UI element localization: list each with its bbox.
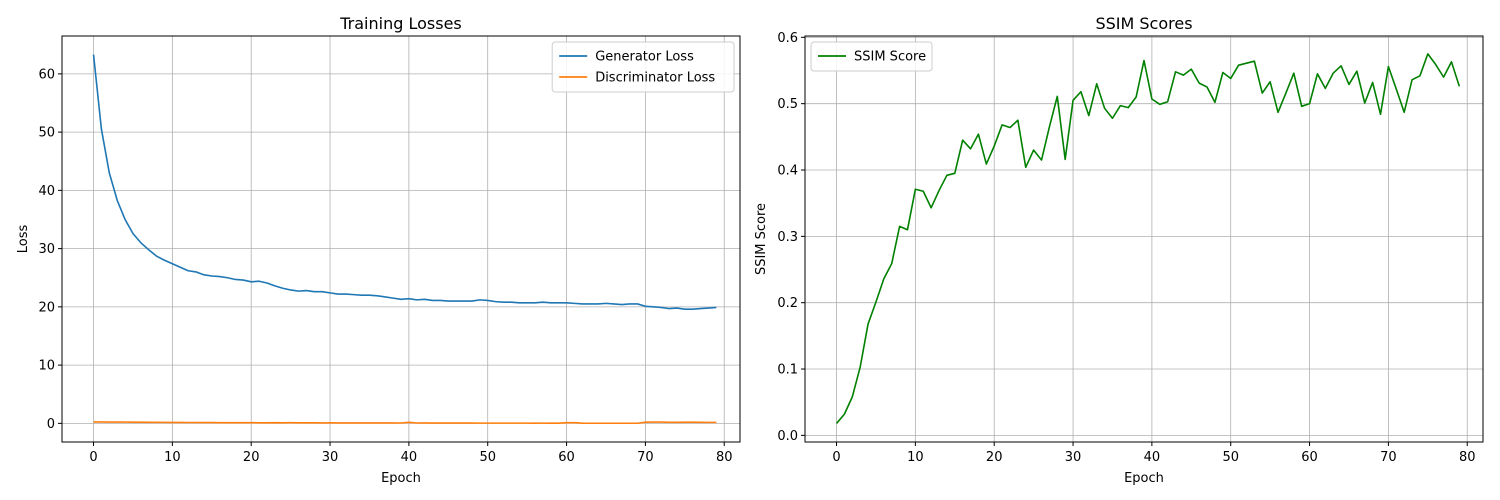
y-tick-label: 50 [38, 126, 55, 141]
x-tick-label: 40 [401, 450, 418, 465]
legend: SSIM Score [810, 41, 933, 72]
y-tick-label: 0.0 [777, 429, 798, 444]
y-tick-label: 0.6 [777, 31, 798, 46]
series-line [835, 53, 1461, 424]
y-tick-label: 0.5 [777, 97, 798, 112]
loss-chart: Training Losses Epoch Loss 0 10 20 30 40 50 60… [16, 14, 741, 486]
y-tick-label: 20 [38, 300, 55, 315]
y-tick-label: 40 [38, 184, 55, 199]
y-tick-label: 60 [38, 67, 55, 82]
legend-label: Discriminator Loss [595, 71, 715, 86]
plot-frame [61, 35, 741, 443]
legend: Generator Loss Discriminator Loss [551, 41, 735, 93]
x-tick-label: 0 [89, 450, 97, 465]
legend-label: SSIM Score [854, 50, 926, 65]
ssim-chart: SSIM Scores Epoch SSIM Score 0 10 20 30 40 50… [754, 14, 1484, 486]
chart-title: SSIM Scores [1095, 14, 1192, 33]
plot-frame [804, 35, 1484, 443]
legend-label: Generator Loss [595, 50, 694, 65]
y-axis-label: SSIM Score [754, 203, 769, 275]
series-line [92, 54, 717, 310]
x-tick-label: 30 [322, 450, 339, 465]
x-tick-label: 50 [1222, 450, 1239, 465]
y-tick-label: 0.3 [777, 230, 798, 245]
x-tick-label: 80 [716, 450, 733, 465]
x-tick-label: 80 [1459, 450, 1476, 465]
x-tick-label: 60 [1301, 450, 1318, 465]
x-tick-label: 10 [164, 450, 181, 465]
x-tick-label: 10 [907, 450, 924, 465]
x-tick-label: 60 [558, 450, 575, 465]
legend-box [551, 41, 735, 93]
y-tick-label: 0.1 [777, 363, 798, 378]
x-axis-label: Epoch [1124, 471, 1164, 486]
y-tick-label: 30 [38, 242, 55, 257]
x-tick-label: 20 [986, 450, 1003, 465]
x-tick-label: 70 [1380, 450, 1397, 465]
x-tick-label: 70 [637, 450, 654, 465]
y-tick-label: 0.2 [777, 296, 798, 311]
y-tick-label: 0.4 [777, 164, 798, 179]
grid [62, 36, 740, 442]
y-axis-label: Loss [16, 225, 31, 254]
x-tick-label: 50 [479, 450, 496, 465]
x-tick-label: 40 [1144, 450, 1161, 465]
x-tick-label: 0 [832, 450, 840, 465]
x-tick-label: 30 [1065, 450, 1082, 465]
y-tick-label: 10 [38, 359, 55, 374]
legend-box [810, 41, 933, 72]
chart-title: Training Losses [339, 14, 462, 33]
x-axis-label: Epoch [381, 471, 421, 486]
series-line [93, 421, 717, 425]
grid [805, 36, 1483, 442]
y-tick-label: 0 [47, 417, 55, 432]
x-tick-label: 20 [243, 450, 260, 465]
